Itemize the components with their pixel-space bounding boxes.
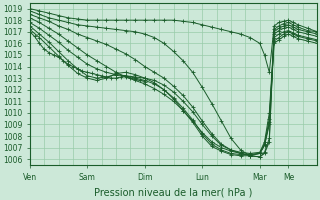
X-axis label: Pression niveau de la mer( hPa ): Pression niveau de la mer( hPa ) [94,187,253,197]
